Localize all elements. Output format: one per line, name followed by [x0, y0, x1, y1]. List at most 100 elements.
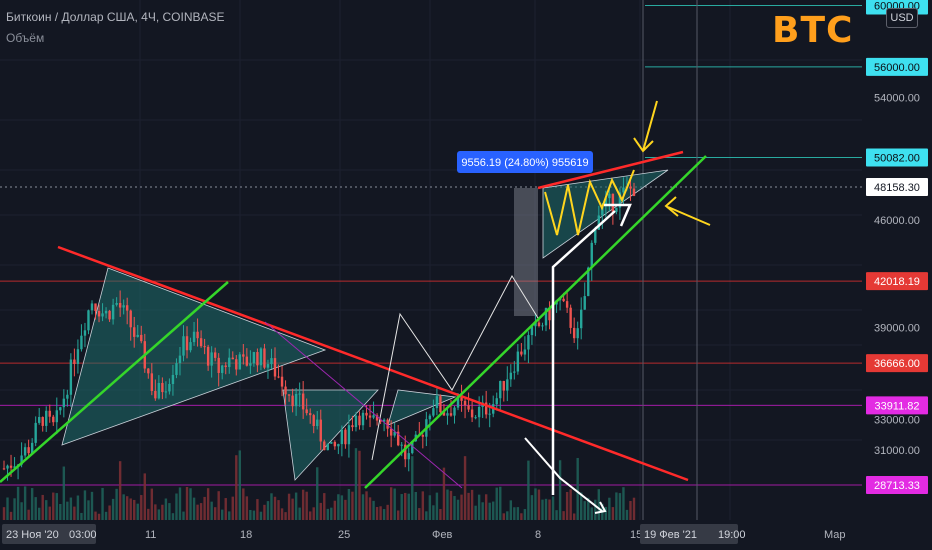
- time-label: Мар: [824, 529, 846, 541]
- volume-indicator-label[interactable]: Объём: [6, 31, 45, 45]
- candle-body: [347, 425, 351, 445]
- price-axis[interactable]: 60000.0056000.0054000.0050082.0048158.30…: [866, 0, 928, 494]
- volume-bar: [615, 492, 618, 520]
- candle-body: [530, 326, 534, 336]
- volume-bar: [249, 509, 252, 520]
- volume-bar: [365, 491, 368, 520]
- candle-body: [446, 413, 449, 416]
- candle-body: [203, 346, 206, 348]
- volume-bar: [379, 506, 382, 520]
- candle-body: [358, 415, 361, 426]
- volume-bar: [404, 492, 407, 520]
- volume-bar: [273, 496, 277, 520]
- candle-body: [199, 338, 203, 347]
- volume-bar: [530, 495, 534, 520]
- candle-body: [386, 419, 389, 429]
- candle-body: [55, 410, 58, 423]
- support-trendline-2: [364, 155, 707, 489]
- volume-bar: [428, 495, 432, 520]
- candle-body: [502, 381, 505, 391]
- volume-bar: [94, 511, 97, 520]
- candle-body: [238, 354, 242, 370]
- candle-body: [45, 410, 48, 426]
- price-label-bg: [866, 272, 928, 291]
- candle-body: [463, 400, 467, 406]
- symmetrical-triangle: [61, 267, 327, 446]
- candle-body: [404, 444, 407, 460]
- volume-bar: [622, 487, 625, 520]
- volume-bar: [396, 510, 400, 520]
- candle-body: [541, 325, 544, 327]
- time-label: 19 Фев '21: [644, 529, 697, 541]
- time-label: 23 Ноя '20: [6, 529, 59, 541]
- volume-bar: [125, 496, 129, 520]
- time-label: Фев: [432, 529, 452, 541]
- volume-bar: [316, 467, 319, 520]
- candle-body: [323, 441, 326, 451]
- volume-bar: [618, 493, 622, 520]
- price-label-bg: [866, 396, 928, 415]
- price-label: 28713.33: [874, 480, 920, 492]
- volume-bar: [337, 494, 340, 520]
- candle-body: [27, 447, 30, 454]
- candle-body: [520, 351, 523, 355]
- volume-bar: [13, 498, 16, 520]
- candle-body: [432, 408, 435, 416]
- time-label-bg: [640, 524, 738, 544]
- candle-body: [495, 398, 498, 405]
- price-label-bg: [866, 178, 928, 196]
- candle-body: [273, 358, 277, 377]
- volume-bar: [393, 488, 396, 520]
- time-axis[interactable]: 23 Ноя '20 03:00 11 18 25 Фев 8 15 19 Фев '21 19:…: [0, 520, 932, 550]
- candle-body: [178, 355, 182, 364]
- volume-bar: [196, 504, 199, 520]
- candle-body: [259, 348, 263, 366]
- volume-bar: [470, 489, 474, 520]
- price-label: 33911.82: [874, 400, 919, 412]
- volume-bar: [495, 487, 498, 520]
- volume-bar: [37, 507, 41, 520]
- volume-bar: [523, 509, 527, 520]
- candle-body: [108, 310, 111, 320]
- candle-body: [470, 409, 474, 418]
- volume-bar: [453, 496, 456, 520]
- volume-bar: [97, 513, 101, 520]
- candle-body: [168, 383, 171, 392]
- candle-body: [224, 365, 227, 368]
- candle-body: [249, 363, 252, 366]
- candle-body: [147, 368, 150, 374]
- candle-body: [513, 371, 516, 373]
- volume-bar: [477, 494, 481, 520]
- volume-bar: [266, 501, 270, 520]
- volume-bar: [252, 510, 256, 520]
- volume-bar: [210, 501, 213, 520]
- candle-body: [76, 349, 80, 364]
- currency-button[interactable]: USD: [886, 8, 918, 28]
- volume-bar: [34, 497, 37, 520]
- volume-bar: [6, 497, 9, 520]
- volume-bar: [604, 506, 608, 520]
- candle-body: [565, 301, 569, 308]
- measure-tool: 9556.19 (24.80%) 955619: [457, 151, 593, 173]
- volume-bar: [242, 488, 245, 520]
- candle-body: [154, 390, 157, 399]
- candle-body: [326, 443, 329, 451]
- volume-bar: [150, 488, 154, 520]
- candle-body: [37, 417, 41, 423]
- volume-bar: [608, 497, 611, 520]
- candle-body: [572, 327, 576, 339]
- volume-bar: [558, 460, 562, 520]
- volume-bar: [256, 499, 259, 520]
- volume-bar: [108, 505, 111, 520]
- candle-body: [361, 412, 365, 426]
- volume-bar: [467, 492, 470, 520]
- candle-body: [221, 365, 224, 373]
- volume-bar: [147, 508, 150, 520]
- candle-body: [488, 413, 491, 415]
- measure-tooltip-bg: [457, 151, 593, 173]
- candle-body: [372, 415, 375, 418]
- volume-bar: [319, 502, 322, 520]
- volume-bar: [104, 511, 108, 520]
- volume-bar: [411, 456, 414, 520]
